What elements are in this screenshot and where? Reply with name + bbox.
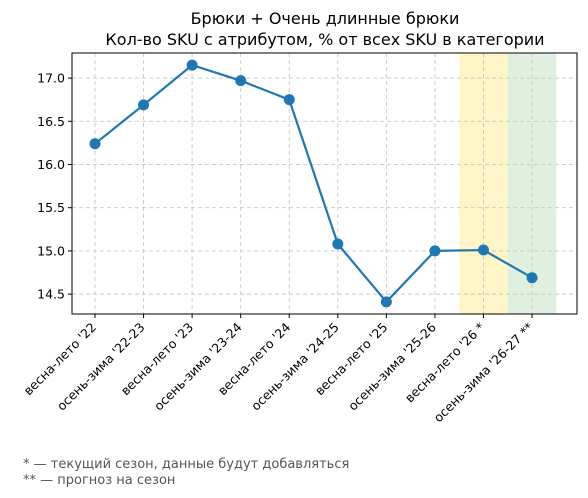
y-tick-label: 15.5: [37, 200, 65, 215]
x-tick-label: осень-зима '22-23: [54, 320, 148, 414]
y-tick-label: 16.5: [37, 114, 65, 129]
x-tick-label: осень-зима '26-27 **: [431, 320, 537, 426]
data-point: [477, 244, 489, 256]
x-tick-label: осень-зима '25-26: [345, 319, 439, 413]
data-point: [526, 272, 538, 284]
footnote-forecast: ** — прогноз на сезон: [23, 473, 176, 488]
data-point: [89, 138, 101, 150]
series-layer: [89, 59, 538, 308]
data-point: [235, 75, 247, 87]
data-point: [138, 99, 150, 111]
x-tick-label: осень-зима '24-25: [248, 320, 342, 414]
series-line: [94, 63, 533, 303]
footnote-current-season: * — текущий сезон, данные будут добавлят…: [23, 457, 350, 472]
data-point: [380, 296, 392, 308]
chart-title: Брюки + Очень длинные брюки: [191, 9, 460, 28]
y-tick-label: 15.0: [37, 243, 65, 258]
data-point: [283, 94, 295, 106]
season-highlight-bands: [459, 53, 557, 314]
y-tick-label: 14.5: [37, 287, 65, 302]
y-tick-label: 16.0: [37, 157, 65, 172]
x-tick-label: осень-зима '23-24: [151, 319, 245, 413]
highlight-band-current: [459, 53, 508, 314]
plot-frame: [71, 52, 578, 315]
y-tick-label: 17.0: [37, 71, 65, 86]
data-point: [429, 245, 441, 257]
grid-lines: [72, 53, 577, 314]
data-point: [186, 59, 198, 71]
data-point: [332, 238, 344, 250]
chart-subtitle: Кол-во SKU с атрибутом, % от всех SKU в …: [105, 30, 544, 49]
